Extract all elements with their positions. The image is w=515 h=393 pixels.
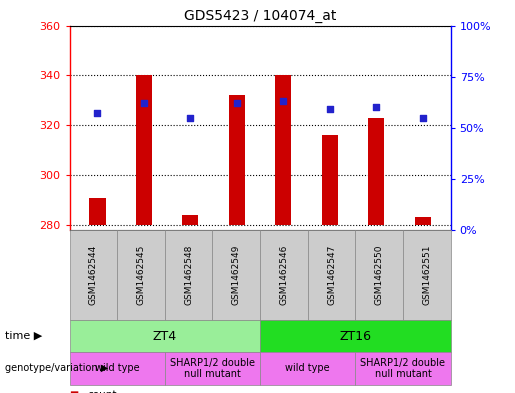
Text: ■: ■ [70,390,79,393]
Bar [368,118,384,225]
Point [372,104,381,110]
Bar [89,198,106,225]
Text: SHARP1/2 double
null mutant: SHARP1/2 double null mutant [360,358,445,379]
Point [233,100,241,107]
Point [279,98,287,104]
Text: GSM1462547: GSM1462547 [327,245,336,305]
Point [186,114,195,121]
Text: genotype/variation ▶: genotype/variation ▶ [5,364,108,373]
Point [93,110,101,117]
Point [419,114,427,121]
Text: GSM1462550: GSM1462550 [375,245,384,305]
Text: GSM1462544: GSM1462544 [89,245,98,305]
Text: ZT4: ZT4 [153,329,177,343]
Text: GSM1462549: GSM1462549 [232,245,241,305]
Bar [136,75,152,225]
Text: SHARP1/2 double
null mutant: SHARP1/2 double null mutant [170,358,255,379]
Text: ZT16: ZT16 [339,329,371,343]
Text: GSM1462545: GSM1462545 [136,245,145,305]
Text: count: count [88,390,117,393]
Text: time ▶: time ▶ [5,331,42,341]
Point [140,100,148,107]
Text: GSM1462548: GSM1462548 [184,245,193,305]
Bar [229,95,245,225]
Bar [275,75,291,225]
Title: GDS5423 / 104074_at: GDS5423 / 104074_at [184,9,336,23]
Bar [182,215,198,225]
Point [325,106,334,112]
Text: wild type: wild type [95,364,140,373]
Text: wild type: wild type [285,364,330,373]
Bar [322,135,338,225]
Text: GSM1462551: GSM1462551 [422,245,431,305]
Bar [415,217,431,225]
Text: GSM1462546: GSM1462546 [280,245,288,305]
